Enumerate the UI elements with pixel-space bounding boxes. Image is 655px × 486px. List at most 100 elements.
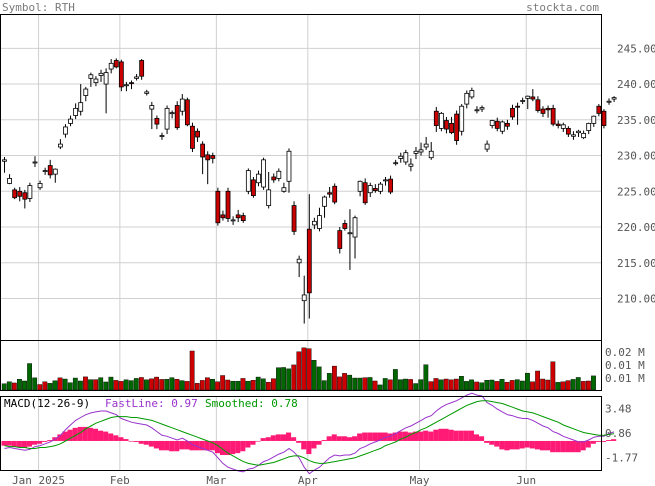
candle-body xyxy=(301,294,307,302)
macd-histogram-bar xyxy=(1,440,7,446)
candle-body xyxy=(444,120,449,130)
candle-body xyxy=(545,107,551,111)
macd-histogram-bar xyxy=(377,432,383,441)
candle-body xyxy=(555,123,561,126)
macd-histogram-bar xyxy=(336,436,342,441)
candle-body xyxy=(576,130,581,134)
macd-histogram-bar xyxy=(580,440,586,451)
volume-bar xyxy=(154,376,159,391)
candle-body xyxy=(606,100,612,103)
macd-histogram-bar xyxy=(219,440,226,456)
volume-bar xyxy=(398,379,403,391)
candle-body xyxy=(367,185,373,194)
volume-bar xyxy=(499,379,505,391)
macd-smoothed-line xyxy=(4,400,615,466)
x-tick-label: Jun xyxy=(516,474,536,486)
macd-histogram-bar xyxy=(72,427,78,441)
candle-body xyxy=(317,215,322,229)
volume-bar xyxy=(57,377,63,391)
macd-histogram-bar xyxy=(280,434,286,441)
volume-bar xyxy=(194,383,200,391)
macd-histogram-bar xyxy=(499,440,505,450)
candle-body xyxy=(7,178,12,184)
macd-histogram-bar xyxy=(31,440,38,445)
candle-body xyxy=(52,168,58,175)
x-tick-label: Jan 2025 xyxy=(12,474,65,486)
candle-body xyxy=(17,190,23,197)
volume-bar xyxy=(362,377,368,391)
volume-bar xyxy=(367,377,373,391)
candle-body xyxy=(73,107,79,116)
candle-body xyxy=(357,180,363,192)
price-tick-label: 210.00 xyxy=(617,293,655,306)
macd-histogram-bar xyxy=(235,440,241,454)
volume-bar xyxy=(296,351,302,391)
macd-histogram-bar xyxy=(509,440,515,450)
volume-bar xyxy=(210,379,215,391)
volume-bar xyxy=(326,373,332,391)
volume-bar xyxy=(169,377,175,391)
macd-histogram-bar xyxy=(148,440,154,447)
x-tick-label: Mar xyxy=(206,474,226,486)
candle-body xyxy=(484,143,490,150)
candle-body xyxy=(362,182,368,204)
volume-bar xyxy=(586,380,591,391)
x-tick-label: May xyxy=(410,474,430,486)
candle-body xyxy=(78,102,84,112)
volume-bar xyxy=(525,372,530,391)
candle-body xyxy=(47,165,53,176)
macd-histogram-bar xyxy=(550,440,556,453)
volume-bar xyxy=(271,378,276,391)
volume-bar xyxy=(519,380,525,391)
volume-bar xyxy=(474,381,480,391)
volume-bar xyxy=(52,380,58,391)
volume-bar xyxy=(321,380,327,391)
macd-histogram-bar xyxy=(296,440,302,443)
macd-histogram-bar xyxy=(331,434,337,441)
candle-body xyxy=(149,105,155,110)
volume-bar xyxy=(489,379,495,391)
volume-bar xyxy=(591,375,596,391)
macd-histogram-bar xyxy=(128,440,134,442)
candle-body xyxy=(251,179,256,196)
macd-histogram-bar xyxy=(514,440,520,450)
volume-bar xyxy=(387,379,393,391)
candle-body xyxy=(322,196,327,207)
candle-body xyxy=(68,118,73,124)
macd-histogram-bar xyxy=(473,434,480,441)
macd-histogram-bar xyxy=(387,433,393,441)
candle-body xyxy=(139,60,145,77)
candle-body xyxy=(306,228,312,294)
candle-body xyxy=(124,84,129,87)
volume-bar xyxy=(281,367,286,391)
volume-bar xyxy=(118,381,124,391)
volume-bar xyxy=(545,379,551,391)
macd-histogram-bar xyxy=(42,440,48,442)
volume-bar xyxy=(550,361,556,391)
macd-histogram-bar xyxy=(575,440,581,453)
volume-bar xyxy=(306,348,312,391)
volume-bar xyxy=(265,381,271,391)
candle-body xyxy=(220,214,226,219)
candle-body xyxy=(195,130,200,138)
panel-frames xyxy=(0,14,602,471)
volume-bar xyxy=(250,379,256,391)
macd-histogram-bar xyxy=(539,440,546,451)
candle-body xyxy=(113,60,119,68)
macd-histogram-bar xyxy=(199,440,205,451)
candle-body xyxy=(210,155,216,159)
macd-fastline xyxy=(4,392,615,475)
candle-body xyxy=(164,107,170,130)
macd-histogram-bar xyxy=(214,440,220,454)
candle-body xyxy=(525,95,531,99)
volume-bar xyxy=(62,378,68,391)
macd-histogram-bar xyxy=(504,440,510,451)
candle-body xyxy=(32,161,38,164)
volume-bar xyxy=(443,378,449,391)
macd-histogram-bar xyxy=(367,432,373,441)
volume-bar xyxy=(123,379,129,391)
candle-body xyxy=(423,143,429,148)
candle-body xyxy=(560,124,566,129)
macd-histogram-bar xyxy=(133,440,139,442)
